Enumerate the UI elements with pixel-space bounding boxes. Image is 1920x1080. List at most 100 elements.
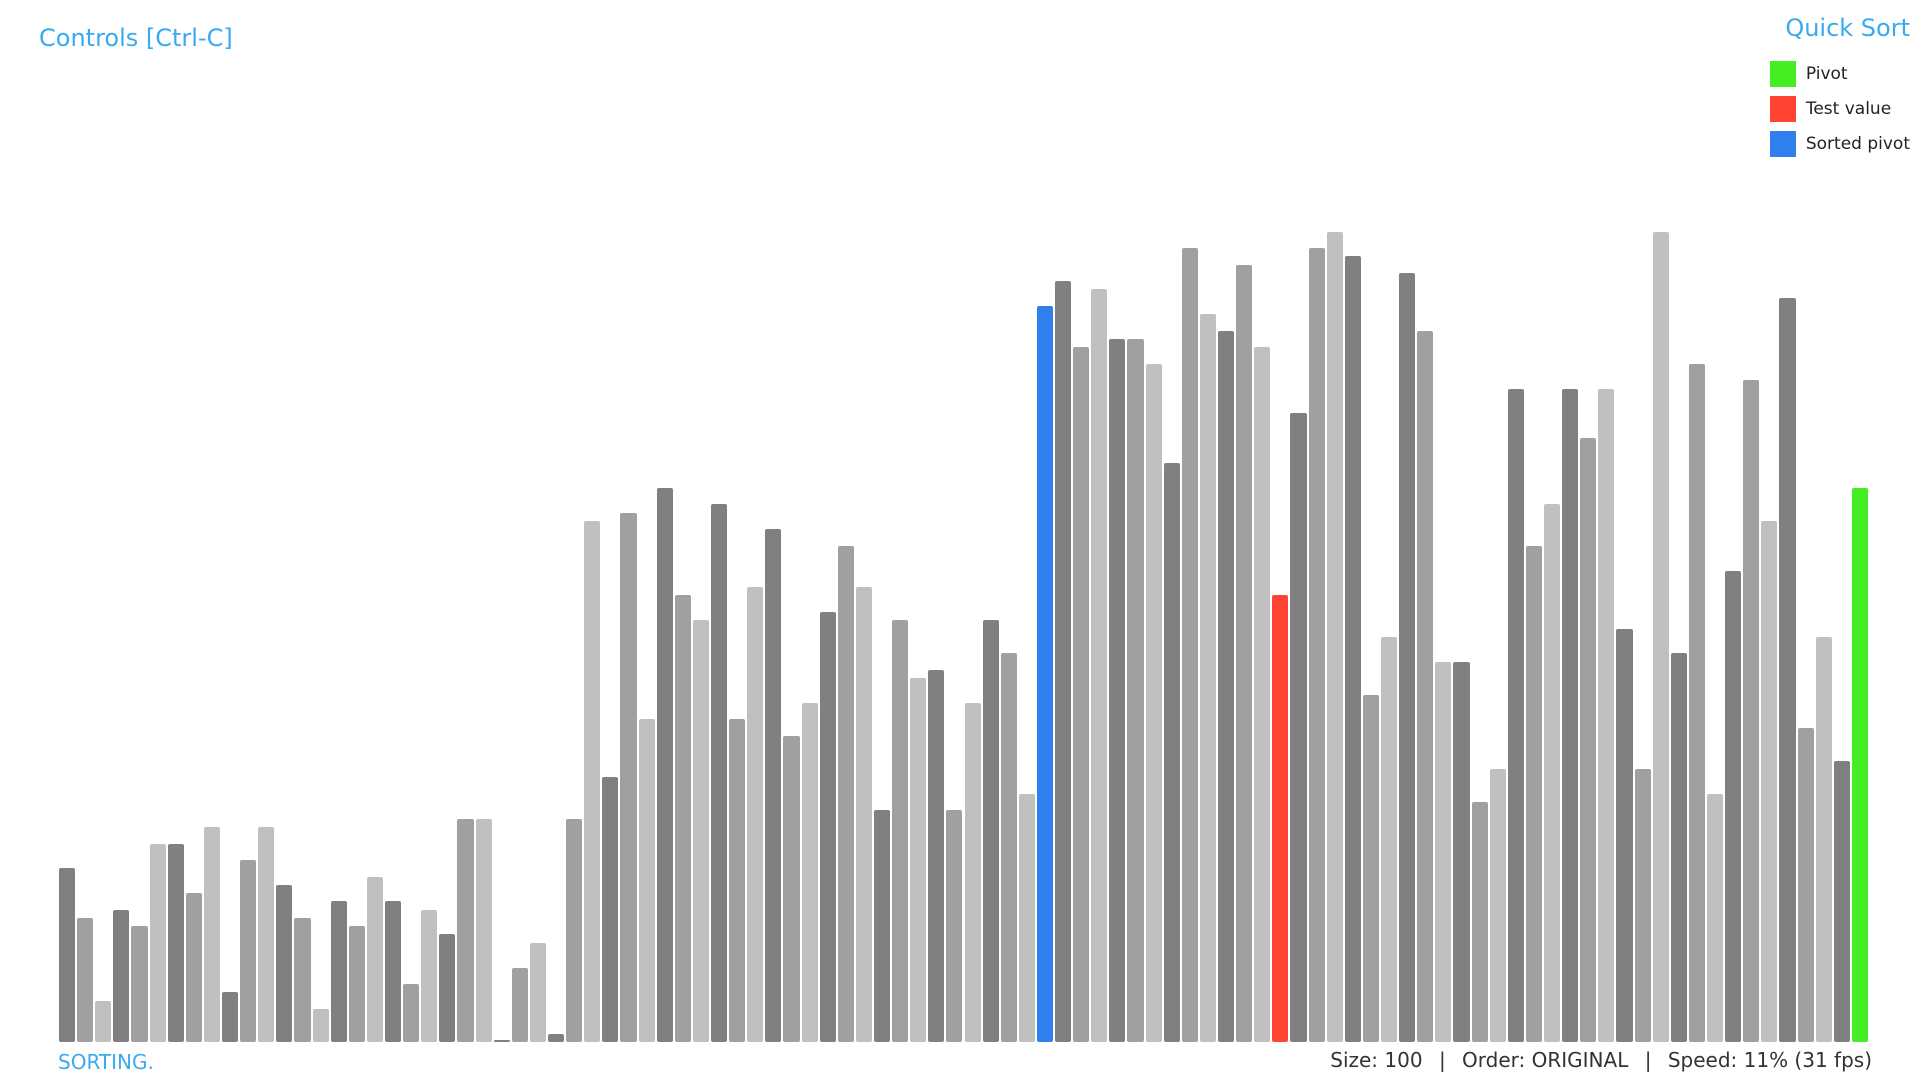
controls-link[interactable]: Controls [Ctrl-C] xyxy=(39,24,233,52)
bar xyxy=(928,669,945,1042)
bar-test-value xyxy=(1272,595,1289,1042)
legend-label-pivot: Pivot xyxy=(1805,63,1848,84)
bar xyxy=(620,512,637,1042)
bar xyxy=(729,719,746,1042)
bar xyxy=(511,967,528,1042)
bar xyxy=(1000,653,1017,1042)
bar xyxy=(1761,520,1778,1042)
bar xyxy=(837,545,854,1042)
bar xyxy=(185,893,202,1042)
bar xyxy=(801,702,818,1042)
bar xyxy=(1163,463,1180,1042)
bar xyxy=(384,901,402,1042)
order-info: Order: ORIGINAL xyxy=(1462,1048,1629,1072)
sorted-pivot-swatch xyxy=(1769,130,1796,157)
bar xyxy=(1344,256,1361,1042)
bar xyxy=(819,611,836,1042)
bar xyxy=(873,810,891,1042)
bar xyxy=(1127,339,1144,1042)
bar xyxy=(1055,281,1072,1042)
bar xyxy=(584,520,601,1042)
algorithm-title: Quick Sort xyxy=(1785,14,1910,42)
bar xyxy=(1218,330,1235,1042)
bar xyxy=(692,620,709,1042)
bar xyxy=(855,587,872,1042)
legend-label-test-value: Test value xyxy=(1805,98,1892,119)
bar xyxy=(203,826,220,1042)
bar xyxy=(1670,653,1687,1042)
separator: | xyxy=(1644,1048,1652,1072)
bar xyxy=(1544,504,1561,1042)
bar xyxy=(240,860,257,1042)
bar xyxy=(113,909,130,1042)
bar xyxy=(964,702,981,1042)
bar xyxy=(765,529,782,1042)
bar xyxy=(258,826,275,1042)
bar xyxy=(547,1033,565,1042)
bar xyxy=(457,818,474,1042)
bar xyxy=(1616,628,1633,1042)
test-value-swatch xyxy=(1769,95,1796,122)
legend-item-test-value: Test value xyxy=(1769,91,1910,126)
bar xyxy=(1471,802,1488,1042)
bar xyxy=(421,909,438,1042)
status-text: SORTING. xyxy=(58,1050,154,1074)
bar xyxy=(946,810,963,1042)
bar xyxy=(77,917,94,1042)
bar xyxy=(566,818,583,1042)
bar xyxy=(1652,231,1669,1042)
bar xyxy=(1815,636,1832,1042)
bar xyxy=(1290,413,1307,1042)
bar xyxy=(710,504,728,1042)
bar xyxy=(1018,793,1035,1042)
bar xyxy=(747,587,764,1042)
bar xyxy=(1145,363,1162,1042)
bar xyxy=(1525,545,1543,1042)
bar xyxy=(403,984,420,1042)
bar xyxy=(1199,314,1217,1042)
bar xyxy=(982,620,999,1042)
legend-item-pivot: Pivot xyxy=(1769,56,1910,91)
bar xyxy=(131,926,148,1042)
bar xyxy=(221,992,239,1042)
bar xyxy=(1435,661,1452,1042)
bar xyxy=(1707,793,1724,1042)
bar xyxy=(312,1008,329,1042)
bar xyxy=(529,942,546,1042)
bar xyxy=(276,884,293,1042)
bar xyxy=(1453,661,1470,1042)
bar xyxy=(1507,388,1524,1042)
bar xyxy=(493,1040,510,1042)
bar xyxy=(475,818,492,1042)
bar xyxy=(167,843,184,1042)
bar xyxy=(1688,363,1705,1042)
separator: | xyxy=(1438,1048,1446,1072)
legend: Pivot Test value Sorted pivot xyxy=(1769,56,1910,161)
bar xyxy=(1580,438,1597,1042)
pivot-swatch xyxy=(1769,60,1796,87)
bar xyxy=(783,736,800,1042)
bar xyxy=(439,934,456,1042)
legend-label-sorted-pivot: Sorted pivot xyxy=(1805,133,1910,154)
bar xyxy=(1598,388,1615,1042)
bar xyxy=(1326,231,1343,1042)
legend-item-sorted-pivot: Sorted pivot xyxy=(1769,126,1910,161)
bar xyxy=(1109,339,1126,1042)
bar xyxy=(1362,694,1380,1042)
bar xyxy=(1562,388,1579,1042)
bar xyxy=(602,777,619,1042)
bar xyxy=(1833,760,1850,1042)
bar xyxy=(294,917,311,1042)
bar xyxy=(1743,380,1760,1042)
bar xyxy=(1489,769,1506,1042)
bar xyxy=(638,719,655,1042)
bar xyxy=(1073,347,1090,1042)
bar xyxy=(910,678,927,1042)
bar xyxy=(1181,248,1198,1042)
bar xyxy=(348,926,365,1042)
bar xyxy=(1308,248,1325,1042)
bar xyxy=(1634,769,1651,1042)
bar xyxy=(1417,330,1434,1042)
